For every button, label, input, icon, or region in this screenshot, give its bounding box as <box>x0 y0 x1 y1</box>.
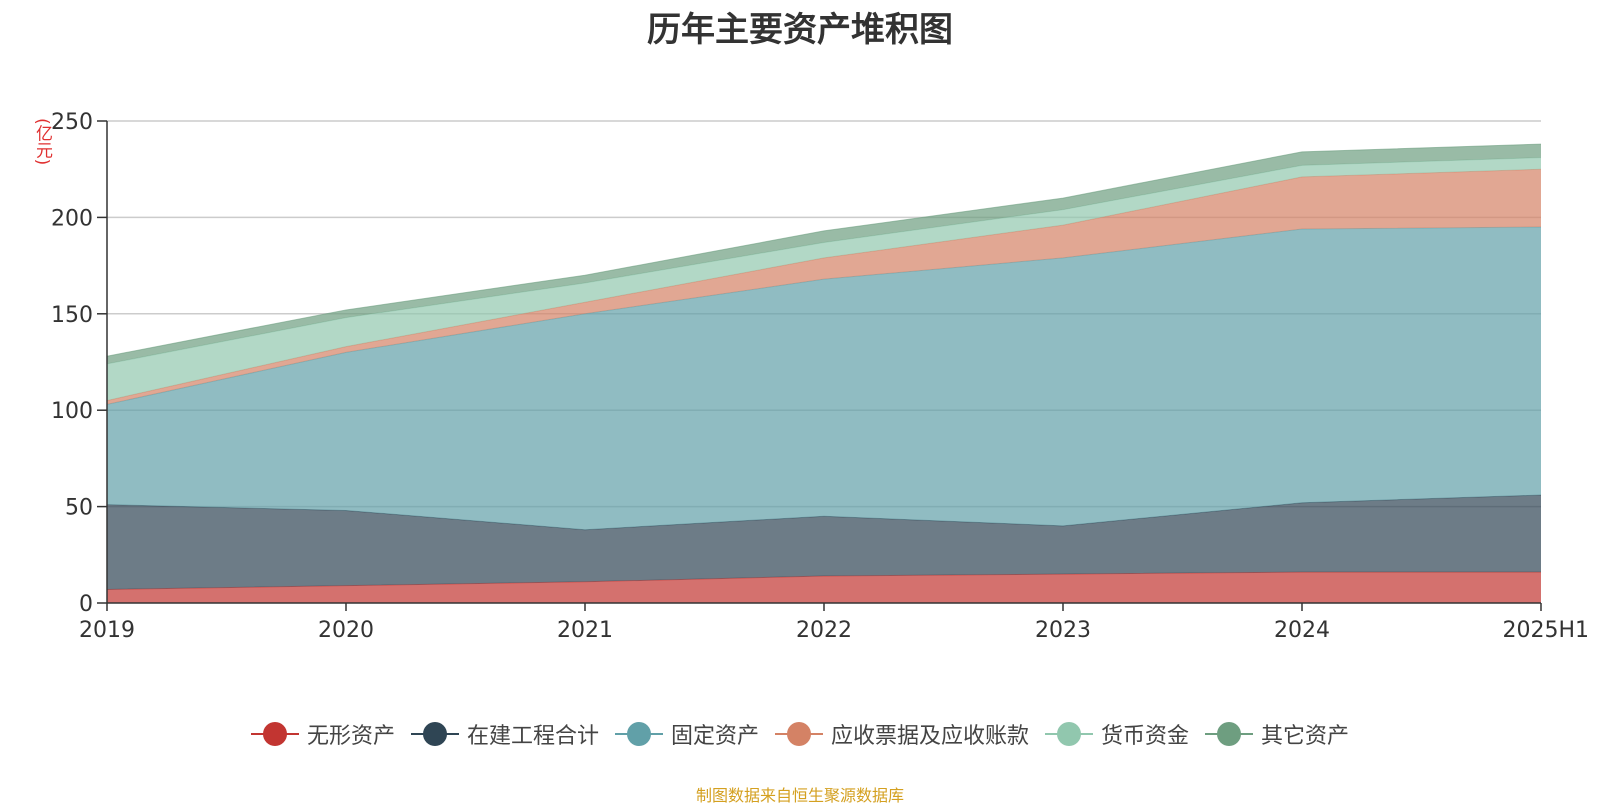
x-tick-label: 2023 <box>1035 618 1091 643</box>
stacked-area-chart: 0 50 100 150 200 250 2019 2020 2021 2022 2023 2024 2… <box>51 110 1589 643</box>
axes: 0 50 100 150 200 250 2019 2020 2021 2022 2023 2024 2… <box>51 110 1589 643</box>
chart-title: 历年主要资产堆积图 <box>647 10 953 50</box>
y-axis-unit-label: (亿元) <box>32 118 52 166</box>
legend-label: 货币资金 <box>1101 724 1190 749</box>
legend-item-1[interactable]: 无形资产 <box>250 718 395 750</box>
legend-marker <box>250 721 299 747</box>
y-tick-label: 150 <box>51 303 93 328</box>
legend-marker <box>1205 721 1254 747</box>
x-tick-label: 2020 <box>318 618 374 643</box>
area-series-1 <box>107 572 1541 603</box>
legend-marker <box>1045 721 1094 747</box>
legend-item-6[interactable]: 其它资产 <box>1205 718 1349 750</box>
legend-marker <box>614 721 663 747</box>
x-tick-label: 2019 <box>79 618 135 643</box>
area-series-line-6 <box>106 143 1542 357</box>
legend-label: 其它资产 <box>1261 724 1350 749</box>
x-tick-label: 2025H1 <box>1502 618 1589 643</box>
area-series-3 <box>107 227 1541 530</box>
x-tick-label: 2024 <box>1274 618 1330 643</box>
legend-marker <box>775 721 823 747</box>
legend-item-5[interactable]: 货币资金 <box>1045 718 1189 750</box>
x-tick-label: 2021 <box>557 618 613 643</box>
area-series-4 <box>107 169 1541 405</box>
y-tick-label: 200 <box>51 206 93 231</box>
legend-label: 在建工程合计 <box>466 724 599 749</box>
y-tick-label: 250 <box>51 110 93 135</box>
area-series <box>106 143 1542 603</box>
legend-item-3[interactable]: 固定资产 <box>614 718 759 750</box>
source-note: 制图数据来自恒生聚源数据库 <box>695 786 904 805</box>
legend-label: 无形资产 <box>306 724 395 749</box>
legend-marker <box>410 721 459 747</box>
y-tick-label: 50 <box>65 496 93 521</box>
y-tick-label: 0 <box>79 592 93 617</box>
legend-label: 固定资产 <box>670 724 759 749</box>
legend-label: 应收票据及应收账款 <box>831 724 1030 749</box>
y-tick-label: 100 <box>51 399 93 424</box>
legend-item-2[interactable]: 在建工程合计 <box>410 718 599 750</box>
x-tick-label: 2022 <box>796 618 852 643</box>
legend: 无形资产 在建工程合计 固定资产 应收票据及应收账款 货币资金 其它资产 <box>0 718 1600 750</box>
area-series-2 <box>107 495 1541 590</box>
legend-item-4[interactable]: 应收票据及应收账款 <box>775 718 1029 750</box>
